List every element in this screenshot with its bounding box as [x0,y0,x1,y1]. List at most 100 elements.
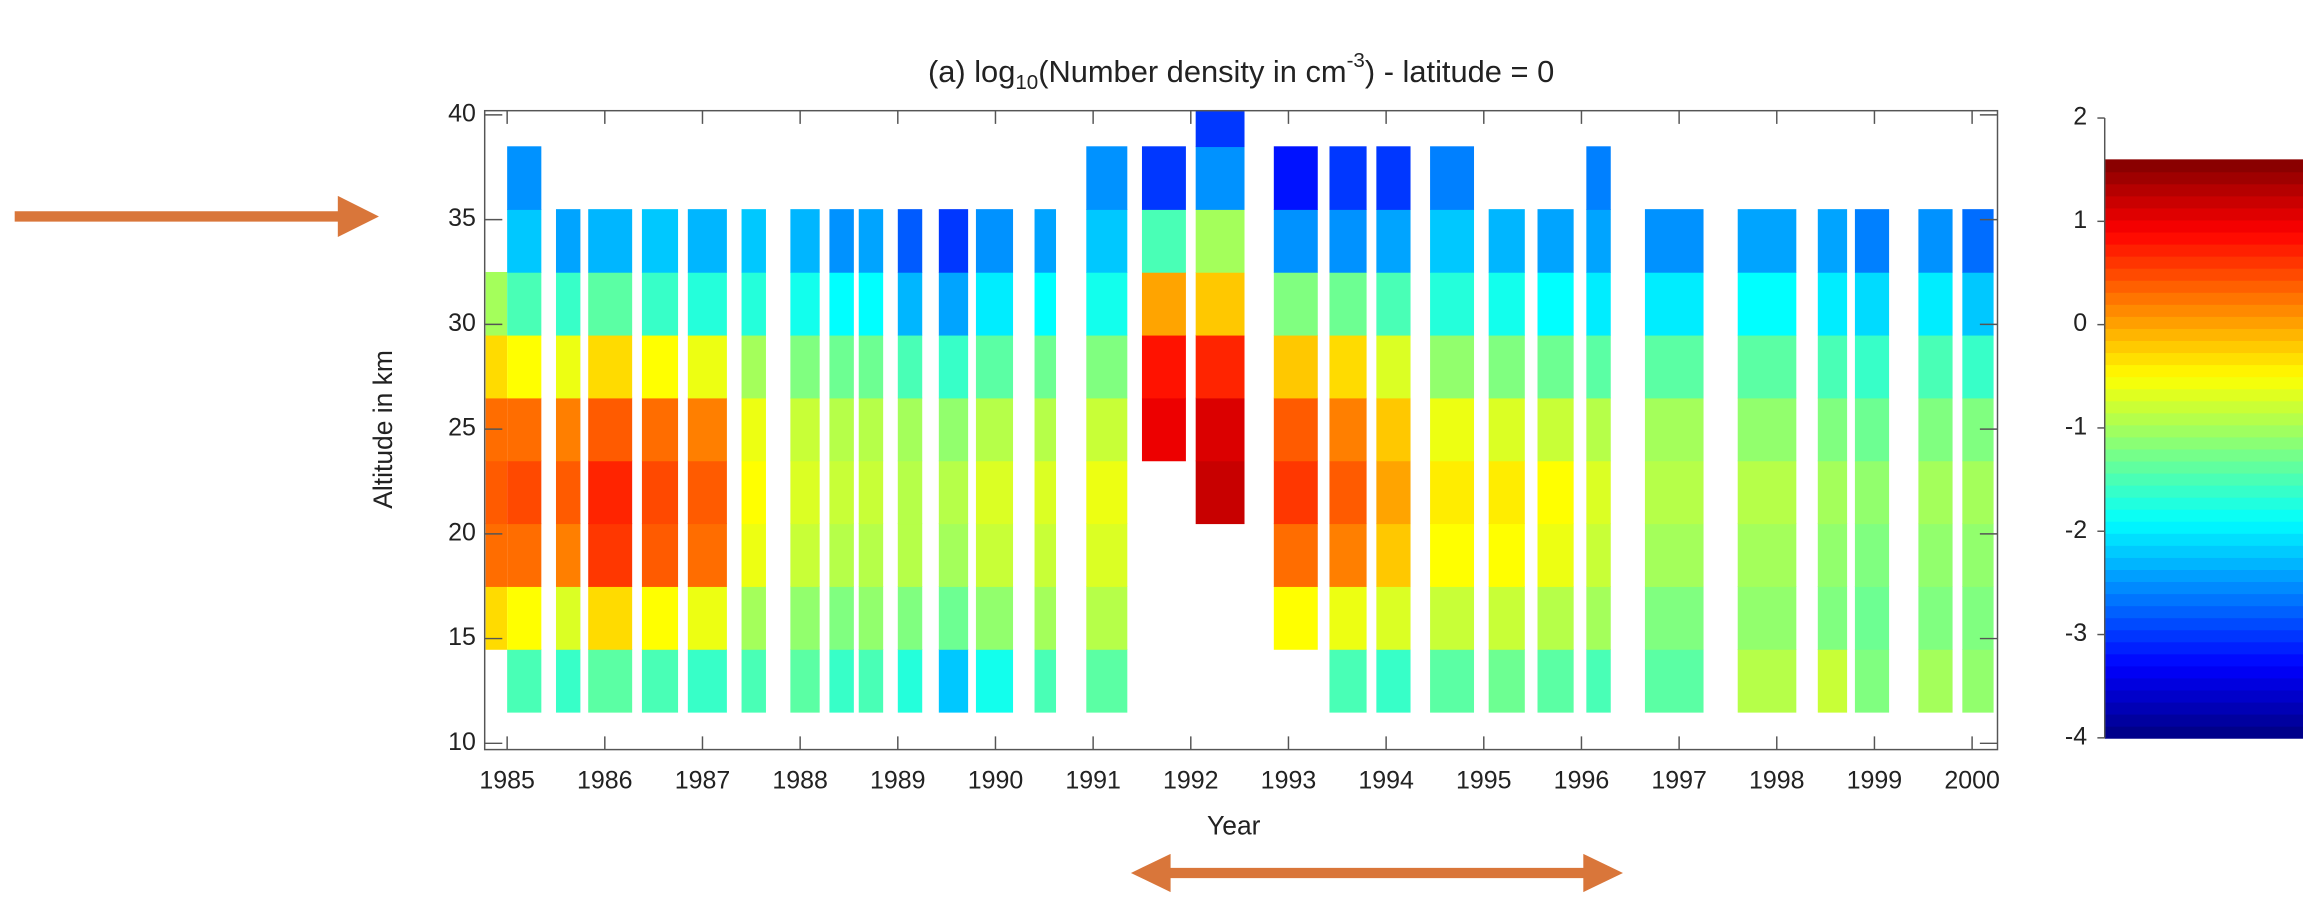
heat-cell [1376,649,1411,713]
heat-cell [1086,397,1128,462]
heat-cell [507,649,542,713]
heat-cell [1430,334,1475,399]
heat-cell [687,334,727,399]
colorbar-strip [2104,508,2303,522]
chart-title: (a) log10(Number density in cm-3) - lati… [928,50,1554,95]
heat-cell [1273,271,1318,336]
heat-cell [1962,334,1994,399]
colorbar-strip [2104,328,2303,342]
colorbar-strip [2104,713,2303,727]
heat-cell [1329,523,1367,587]
heat-cell [1273,334,1318,399]
heat-cell [1817,460,1848,525]
heat-cell [1034,209,1057,273]
colorbar-strip [2104,557,2303,570]
heat-cell [1195,209,1245,273]
colorbar-strip [2104,665,2303,679]
colorbar-strip [2104,231,2303,245]
x-axis-label: Year [1207,810,1261,840]
heat-cell [588,334,633,399]
y-tick-label: 35 [448,204,476,232]
colorbar-strip [2104,340,2303,354]
heat-cell [1376,209,1411,273]
heat-cell [858,586,884,650]
heat-cell [975,460,1014,525]
y-tick-label: 15 [448,623,476,651]
heat-cell [975,209,1014,273]
colorbar-strip [2104,496,2303,510]
heat-cell [641,334,679,399]
heat-cell [1141,334,1186,399]
heat-cell [1918,649,1953,713]
heat-cell [588,523,633,587]
heat-cell [1488,209,1525,273]
heat-cell [1962,586,1994,650]
heat-cell [741,460,766,525]
heat-cell [897,334,923,399]
heat-cell [1737,397,1797,462]
heat-cell [741,334,766,399]
heat-cell [1376,271,1411,336]
heat-cell [1586,334,1611,399]
plot-frame [483,109,1999,751]
title-middle: (Number density in cm [1038,54,1346,89]
heat-cell [1430,271,1475,336]
heat-cell [1644,271,1704,336]
heat-cell [1737,523,1797,587]
heat-cell [555,523,581,587]
colorbar-strip [2104,303,2303,317]
heat-cell [1086,649,1128,713]
colorbar-strip [2104,448,2303,462]
heat-cell [507,397,542,462]
heat-cell [1376,334,1411,399]
heat-cell [1195,146,1245,210]
arrow-head [1583,853,1623,893]
heat-cell [1854,586,1890,650]
heat-cell [641,586,679,650]
heat-cell [897,649,923,713]
heat-cell [507,334,542,399]
heat-cell [829,523,854,587]
x-tick-label: 1991 [1065,767,1121,795]
heat-cell [1488,460,1525,525]
heat-cell [1586,146,1611,210]
heat-cell [1644,334,1704,399]
heat-cell [1273,209,1318,273]
colorbar-strip [2104,677,2303,691]
heat-cell [687,397,727,462]
x-tick-label: 1996 [1554,767,1610,795]
heat-cell [975,271,1014,336]
heat-cell [1918,209,1953,273]
heat-cell [1817,209,1848,273]
heat-cell [1537,460,1574,525]
heat-cell [1430,397,1475,462]
heat-cell [507,586,542,650]
heat-cell [1817,523,1848,587]
heat-cell [641,649,679,713]
heat-cell [1488,586,1525,650]
colorbar-strip [2104,352,2303,366]
heat-cell [1962,209,1994,273]
heat-cell [858,649,884,713]
heat-cell [1086,334,1128,399]
colorbar-tick-label: 2 [2073,103,2087,131]
colorbar-strip [2104,219,2303,233]
heat-cell [1537,523,1574,587]
colorbar-strip [2104,436,2303,450]
heat-cell [790,271,820,336]
heat-cell [687,649,727,713]
heat-cell [1586,397,1611,462]
heat-cell [1086,271,1128,336]
heat-cell [1737,334,1797,399]
heat-cell [1141,146,1186,210]
heat-cell [829,586,854,650]
heat-cell [1854,334,1890,399]
heat-cell [790,397,820,462]
heat-cell [1430,586,1475,650]
heat-cell [1329,209,1367,273]
colorbar-tick-label: -2 [2065,516,2087,544]
heat-cell [1537,209,1574,273]
heat-cell [555,334,581,399]
heat-cell [897,271,923,336]
